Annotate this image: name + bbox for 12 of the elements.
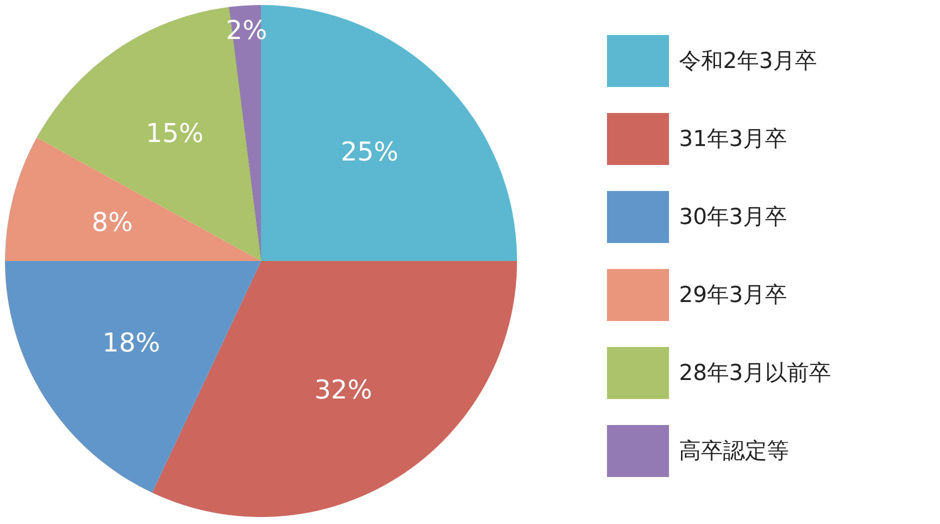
legend-label: 令和2年3月卒 [679,48,817,76]
data-label: 32% [314,376,372,406]
legend-label: 30年3月卒 [679,204,787,232]
data-label: 15% [146,118,204,149]
data-label: 25% [340,137,399,168]
legend-label: 29年3月卒 [679,282,787,310]
data-label: 8% [92,208,133,238]
legend-label: 31年3月卒 [679,126,787,154]
data-label: 18% [102,328,160,358]
legend-label: 28年3月以前卒 [679,360,831,388]
pie-slice [5,261,261,493]
legend-label: 高卒認定等 [679,438,789,466]
